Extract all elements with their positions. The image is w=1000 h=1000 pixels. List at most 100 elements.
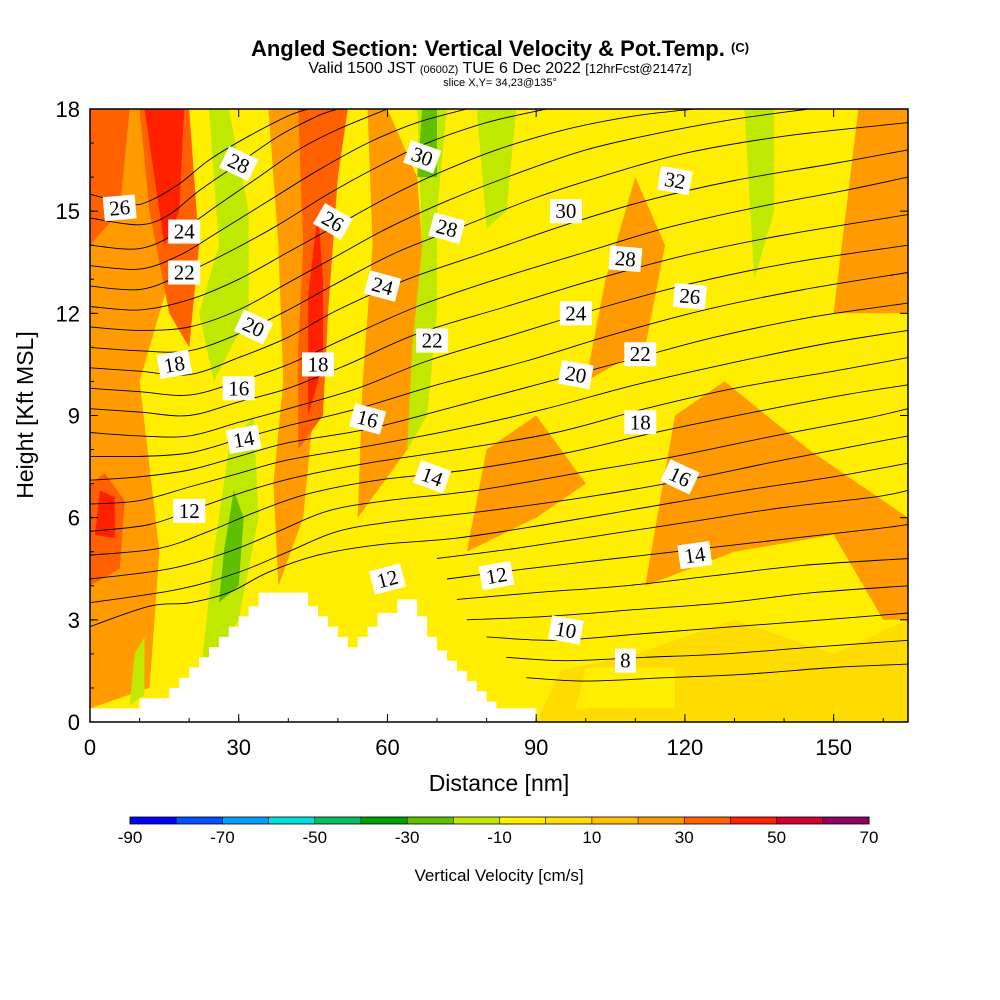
forecast-info: [12hrFcst@2147z]	[585, 61, 692, 76]
isentrope-line	[90, 435, 908, 604]
colorbar-swatch	[176, 817, 223, 824]
colorbar-tick-label: 10	[582, 828, 601, 847]
valid-time-line: Valid 1500 JST (0600Z) TUE 6 Dec 2022 [1…	[0, 60, 1000, 78]
y-axis-title: Height [Kft MSL]	[12, 331, 38, 498]
isentrope-label: 20	[557, 360, 594, 390]
isentrope-label: 18	[302, 352, 334, 377]
isentrope-line	[506, 639, 908, 662]
isentrope-label: 32	[657, 165, 693, 196]
isentrope-label: 14	[677, 540, 713, 570]
chart-title: Angled Section: Vertical Velocity & Pot.…	[0, 36, 1000, 62]
isentrope-label: 22	[168, 260, 201, 285]
isentrope-label-box	[349, 403, 387, 435]
slice-info: slice X,Y= 34,23@135°	[443, 77, 557, 89]
isentrope-label: 24	[363, 270, 402, 302]
isentrope-label-box	[368, 563, 407, 595]
isentrope-label-box	[624, 410, 657, 435]
colorbar-tick-label: -50	[302, 828, 327, 847]
colorbar-swatch	[314, 817, 362, 824]
isentrope-label: 28	[608, 245, 643, 273]
valid-time-utc: (0600Z)	[419, 64, 459, 76]
isentrope-label-box	[557, 360, 594, 390]
y-tick-label: 0	[68, 710, 80, 735]
colorbar-tick-label: 30	[675, 828, 694, 847]
isentrope-label: 26	[672, 282, 707, 310]
isentrope-label-box	[313, 203, 353, 240]
colorbar-swatch	[407, 817, 454, 824]
isentrope-label-text: 14	[683, 542, 708, 569]
colorbar-swatch	[268, 817, 316, 824]
colorbar-swatch	[545, 817, 593, 824]
colorbar-swatch	[222, 817, 270, 824]
isentrope-line	[90, 176, 908, 396]
velocity-region	[466, 415, 586, 552]
isentrope-label-box	[225, 424, 262, 454]
isentrope-label-box	[156, 349, 193, 379]
isentrope-line	[90, 408, 908, 580]
isentrope-line	[526, 663, 908, 682]
colorbar: -90 -70 -50 -30 -10 10 30 50 70	[118, 816, 879, 847]
colorbar-tick-label: -70	[210, 828, 235, 847]
isentrope-label: 24	[559, 301, 592, 326]
isentrope-line	[90, 109, 339, 226]
isentrope-label: 8	[614, 648, 636, 673]
isentrope-line	[486, 612, 908, 641]
terrain-layer	[90, 592, 537, 722]
isentrope-label-box	[168, 260, 201, 285]
isentrope-label-text: 30	[555, 199, 576, 223]
isentrope-label: 22	[416, 328, 449, 353]
x-tick-label: 30	[226, 735, 250, 760]
velocity-region	[129, 636, 145, 705]
isentrope-label: 24	[168, 219, 201, 244]
isentrope-label-text: 12	[179, 499, 200, 523]
velocity-region	[585, 177, 666, 382]
isentrope-label-box	[416, 328, 449, 353]
ground-strip	[90, 708, 537, 722]
isentrope-label: 14	[412, 460, 452, 494]
x-tick-label: 120	[667, 735, 704, 760]
isentrope-line	[90, 462, 908, 628]
isentrope-label-text: 18	[308, 352, 329, 376]
isentrope-label-text: 14	[231, 426, 256, 453]
isentrope-label-text: 22	[174, 261, 195, 285]
isentrope-line	[90, 109, 547, 291]
colorbar-swatch	[130, 817, 177, 824]
isentrope-label-text: 28	[614, 246, 637, 272]
isentrope-label-box	[363, 270, 402, 302]
isentrope-line	[90, 149, 908, 376]
isentrope-label-text: 22	[422, 329, 443, 353]
isentrope-label-text: 22	[630, 342, 651, 366]
colorbar-swatch	[776, 817, 824, 824]
isentrope-label: 16	[222, 376, 255, 401]
isentrope-label-text: 18	[162, 351, 187, 378]
isentrope-label-box	[173, 498, 206, 523]
isentrope-label-text: 24	[174, 220, 196, 244]
isentrope-label: 18	[156, 349, 193, 379]
y-tick-label: 18	[56, 97, 80, 122]
isentrope-label-box	[478, 561, 515, 591]
isentrope-line	[90, 109, 695, 311]
isentrope-label: 12	[173, 498, 206, 523]
isentrope-label: 12	[368, 563, 407, 595]
isentrope-label-box	[624, 342, 657, 367]
terrain	[139, 592, 537, 722]
isentrope-line	[90, 244, 908, 438]
isentrope-label-box	[102, 194, 137, 222]
colorbar-tick-label: 70	[860, 828, 879, 847]
isentrope-line	[90, 272, 908, 458]
chart-title-text: Angled Section: Vertical Velocity & Pot.…	[250, 36, 725, 61]
colorbar-swatch	[453, 817, 500, 824]
isentrope-line	[90, 109, 388, 250]
isentrope-label: 18	[624, 410, 657, 435]
isentrope-label-box	[608, 245, 643, 273]
velocity-region	[218, 490, 244, 603]
colorbar-swatch	[730, 817, 778, 824]
isentrope-line	[90, 109, 467, 270]
isentrope-label: 28	[428, 212, 466, 244]
isentrope-label-text: 18	[630, 410, 651, 434]
colorbar-title: Vertical Velocity [cm/s]	[414, 866, 583, 885]
isentrope-line	[466, 585, 908, 621]
colorbar-swatch	[638, 817, 685, 824]
velocity-region	[476, 109, 517, 229]
isentrope-label: 30	[403, 139, 442, 174]
